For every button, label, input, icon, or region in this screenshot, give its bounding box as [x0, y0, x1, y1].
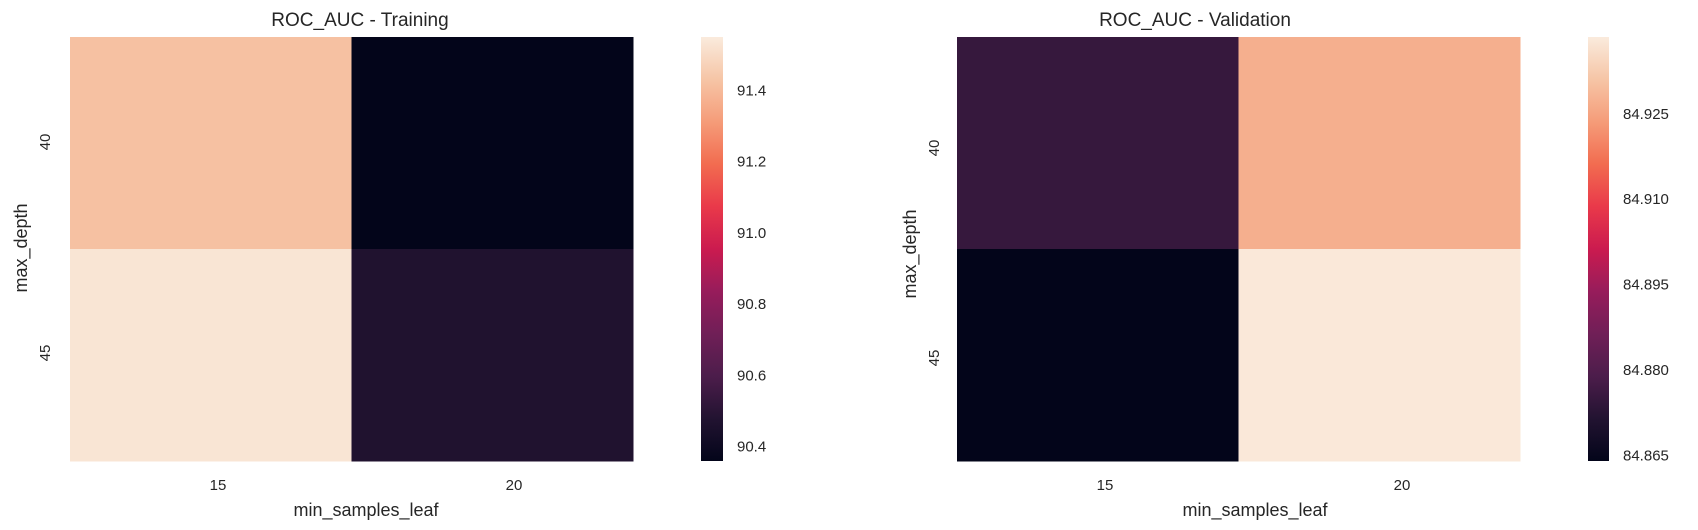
x-axis-label: min_samples_leaf: [1182, 500, 1328, 521]
colorbar-tick-label: 91.4: [737, 82, 766, 99]
colorbar-tick-label: 91.0: [737, 225, 766, 242]
colorbar-tick-label: 84.895: [1623, 277, 1669, 294]
colorbar-tick-label: 84.925: [1623, 106, 1669, 123]
heatmap-cells: [70, 37, 634, 462]
x-tick-labels: 15 20: [1097, 477, 1411, 494]
chart-title: ROC_AUC - Training: [271, 10, 448, 31]
heatmap-cell: [351, 249, 634, 462]
colorbar-tick-label: 90.4: [737, 439, 766, 456]
colorbar-tick-labels: 84.865 84.880 84.895 84.910 84.925: [1623, 106, 1669, 464]
y-tick-label: 40: [926, 140, 943, 157]
y-tick-labels: 40 45: [37, 134, 54, 362]
colorbar-tick-label: 90.8: [737, 296, 766, 313]
colorbar-tick-label: 84.910: [1623, 191, 1669, 208]
y-tick-label: 40: [37, 134, 54, 151]
heatmap-cell: [70, 37, 352, 250]
y-axis-label: max_depth: [11, 203, 32, 292]
heatmap-cell: [957, 37, 1239, 250]
y-tick-labels: 40 45: [926, 140, 943, 367]
colorbar-tick-label: 91.2: [737, 154, 766, 171]
heatmap-panel-training: ROC_AUC - Training 15 20 40 45 min_sampl…: [11, 10, 766, 521]
x-tick-label: 15: [1097, 477, 1114, 494]
heatmap-cell: [957, 249, 1239, 462]
y-axis-label: max_depth: [900, 209, 921, 298]
colorbar-tick-label: 84.880: [1623, 362, 1669, 379]
x-tick-label: 20: [506, 477, 523, 494]
colorbar-tick-labels: 90.4 90.6 90.8 91.0 91.2 91.4: [737, 82, 766, 455]
y-tick-label: 45: [926, 350, 943, 367]
heatmap-cell: [351, 37, 634, 250]
colorbar-tick-label: 90.6: [737, 367, 766, 384]
colorbar: [1588, 37, 1609, 461]
x-axis-label: min_samples_leaf: [293, 500, 439, 521]
y-tick-label: 45: [37, 345, 54, 362]
colorbar: [701, 37, 723, 461]
heatmap-cell: [1238, 37, 1521, 250]
x-tick-label: 15: [210, 477, 227, 494]
heatmap-cell: [70, 249, 352, 462]
colorbar-tick-label: 84.865: [1623, 447, 1669, 464]
x-tick-label: 20: [1394, 477, 1411, 494]
heatmap-panel-validation: ROC_AUC - Validation 15 20 40 45 min_sam…: [900, 10, 1669, 521]
heatmap-cell: [1238, 249, 1521, 462]
chart-title: ROC_AUC - Validation: [1099, 10, 1291, 31]
heatmap-cells: [957, 37, 1521, 462]
x-tick-labels: 15 20: [210, 477, 523, 494]
